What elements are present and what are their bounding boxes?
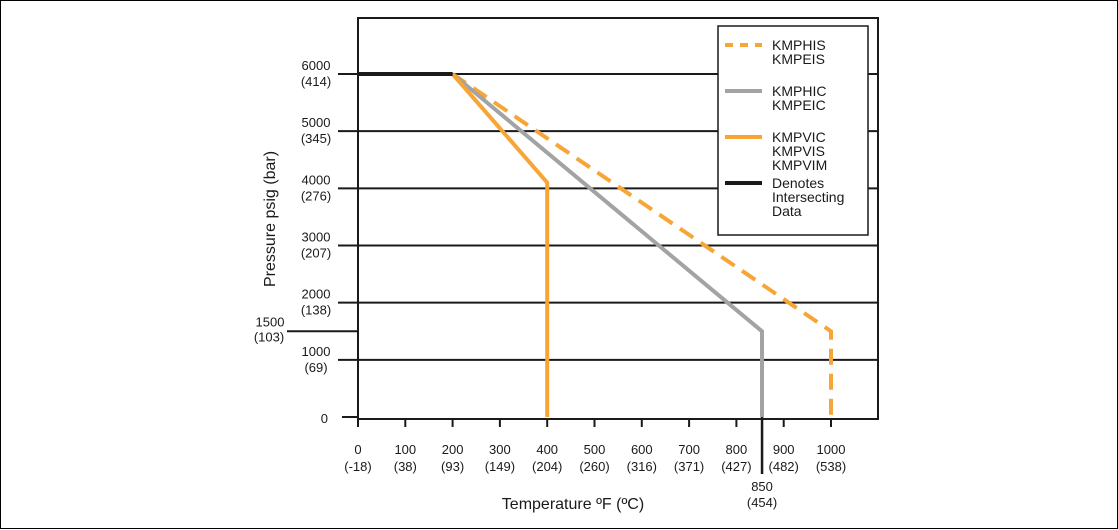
x-tick-label-200: 200 (442, 442, 464, 457)
legend-label-vic-1: KMPVIS (772, 143, 825, 159)
y-tick-sub-5000: (345) (301, 131, 331, 146)
y-tick-sub-4000: (276) (301, 188, 331, 203)
x-tick-sub-400: (204) (532, 459, 562, 474)
x-tick-sub-100: (38) (394, 459, 417, 474)
legend-label-his-0: KMPHIS (772, 37, 826, 53)
y-tick-label-3000: 3000 (302, 230, 331, 245)
x-tick-label-900: 900 (773, 442, 795, 457)
x-tick-sub-600: (316) (627, 459, 657, 474)
y-tick-label-4000: 4000 (302, 172, 331, 187)
legend-label-hic-1: KMPEIC (772, 97, 826, 113)
x-tick-label-300: 300 (489, 442, 511, 457)
legend-label-intersect-0: Denotes (772, 175, 824, 191)
x-tick-sub-850: (454) (747, 495, 777, 510)
x-tick-label-850: 850 (751, 479, 773, 494)
y-tick-label-0: 0 (321, 411, 328, 426)
x-tick-sub-900: (482) (769, 459, 799, 474)
plot-area (357, 17, 879, 420)
x-axis-title: Temperature ºF (ºC) (502, 496, 644, 513)
legend-label-intersect-1: Intersecting (772, 189, 844, 205)
legend-label-vic-2: KMPVIM (772, 157, 827, 173)
x-tick-label-700: 700 (678, 442, 700, 457)
y-tick-label-6000: 6000 (302, 58, 331, 73)
x-tick-sub-700: (371) (674, 459, 704, 474)
x-tick-label-1000: 1000 (817, 442, 846, 457)
x-tick-sub-300: (149) (485, 459, 515, 474)
y-tick-label-1500: 1500 (256, 314, 285, 329)
legend-label-intersect-2: Data (772, 203, 802, 219)
series-line-hic (451, 72, 764, 417)
x-tick-label-100: 100 (394, 442, 416, 457)
x-tick-sub-1000: (538) (816, 459, 846, 474)
x-tick-sub-800: (427) (721, 459, 751, 474)
series-line-his (451, 72, 833, 417)
y-tick-label-1000: 1000 (302, 344, 331, 359)
x-tick-label-0: 0 (354, 442, 361, 457)
legend-label-his-1: KMPEIS (772, 51, 825, 67)
y-tick-sub-1000: (69) (304, 360, 327, 375)
x-tick-label-600: 600 (631, 442, 653, 457)
legend-box (717, 25, 869, 236)
y-tick-label-5000: 5000 (302, 115, 331, 130)
x-tick-label-800: 800 (726, 442, 748, 457)
x-tick-label-500: 500 (584, 442, 606, 457)
y-tick-label-2000: 2000 (302, 287, 331, 302)
x-tick-label-400: 400 (536, 442, 558, 457)
series-line-vic (451, 72, 550, 417)
x-tick-sub-0: (-18) (344, 459, 371, 474)
y-tick-sub-2000: (138) (301, 303, 331, 318)
y-tick-sub-3000: (207) (301, 246, 331, 261)
x-tick-sub-500: (260) (579, 459, 609, 474)
legend-label-vic-0: KMPVIC (772, 129, 826, 145)
y-axis-title: Pressure psig (bar) (262, 151, 279, 287)
y-tick-sub-1500: (103) (254, 329, 284, 344)
legend-label-hic-0: KMPHIC (772, 83, 826, 99)
y-tick-sub-6000: (414) (301, 74, 331, 89)
x-tick-sub-200: (93) (441, 459, 464, 474)
